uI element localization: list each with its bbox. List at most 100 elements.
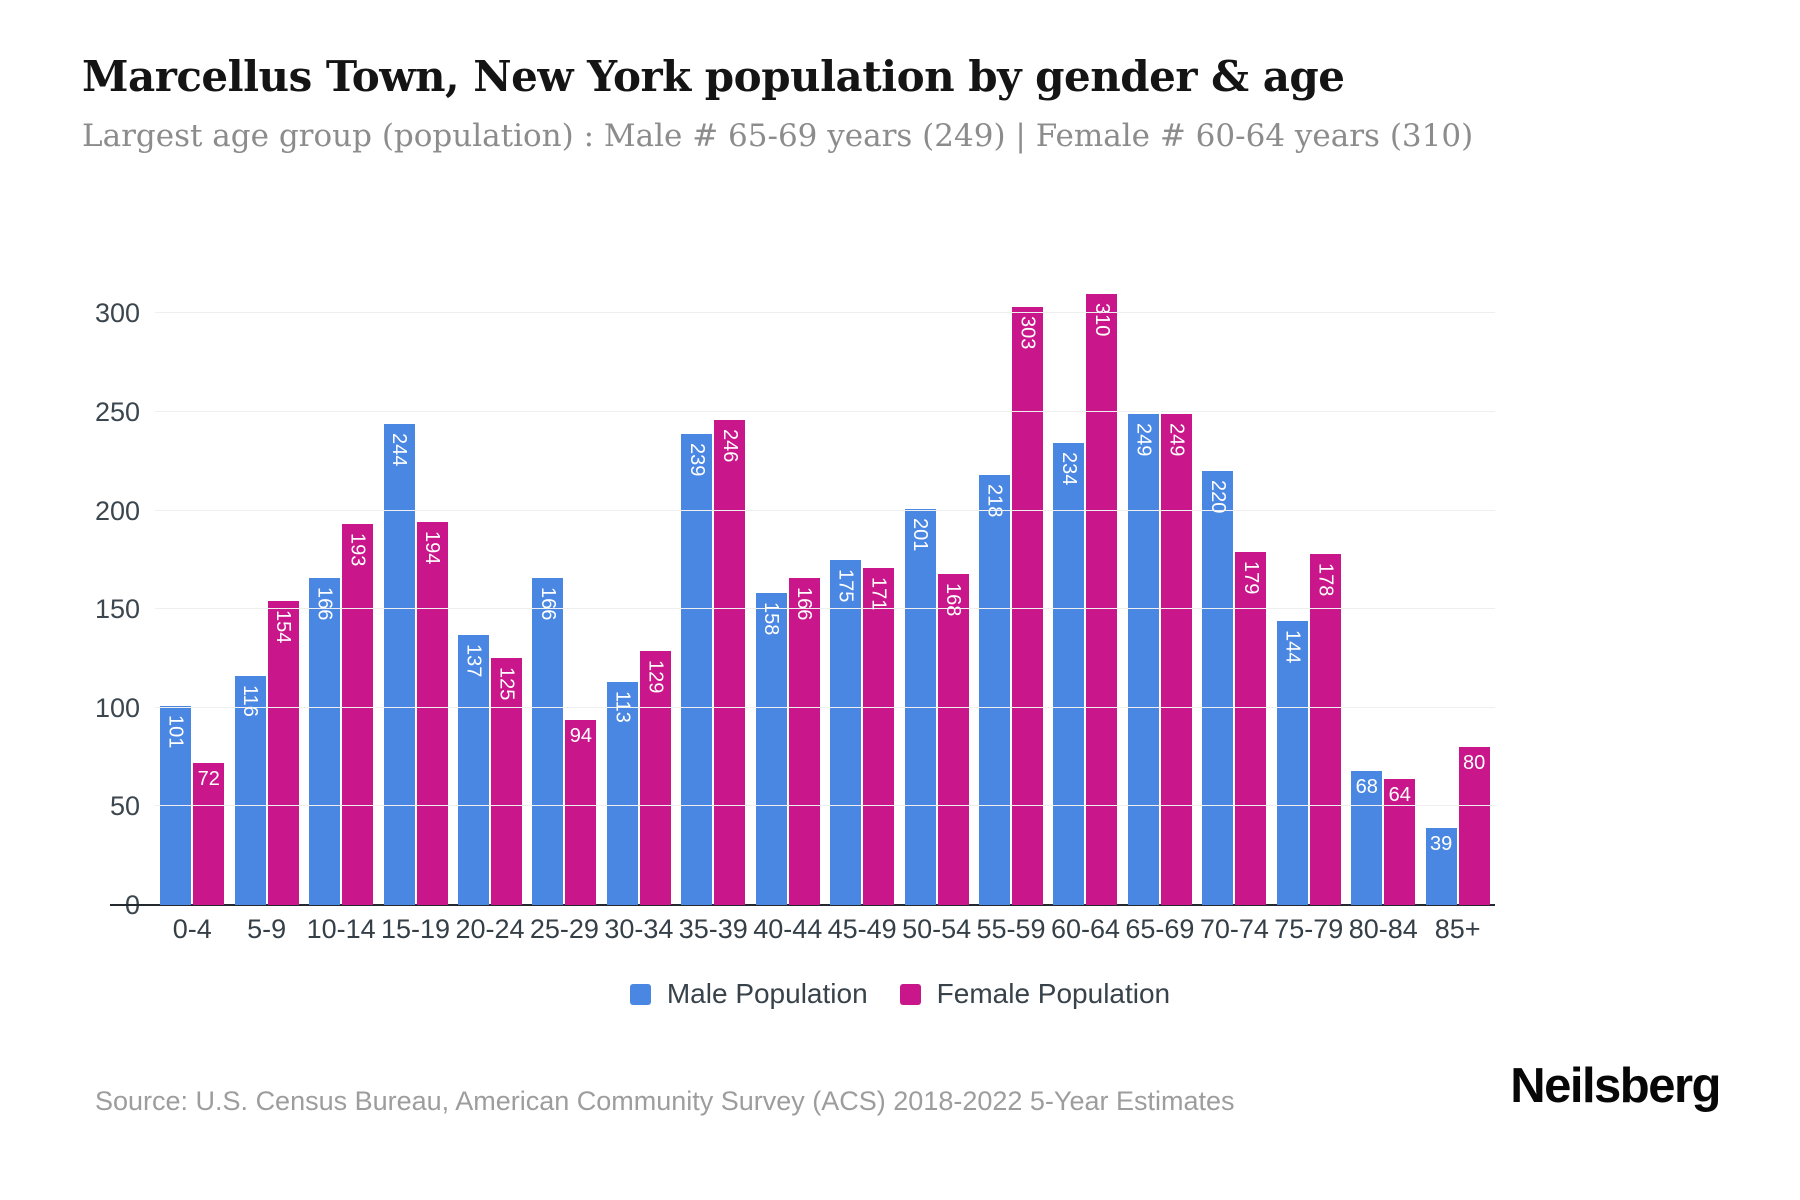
bar-female-30-34[interactable]: 129 (639, 650, 671, 905)
bar-value-label: 64 (1388, 783, 1411, 806)
bar-male-25-29[interactable]: 166 (532, 577, 564, 905)
bar-value-label: 68 (1355, 775, 1378, 798)
bar-value-label: 201 (909, 517, 932, 551)
bar-value-label: 310 (1090, 302, 1113, 336)
bar-value-label: 171 (867, 576, 890, 611)
bar-male-10-14[interactable]: 166 (309, 577, 341, 905)
bar-female-65-69[interactable]: 249 (1160, 413, 1192, 905)
bar-group-55-59: 218 303 (974, 264, 1048, 905)
x-axis-label-0-4: 0-4 (172, 914, 212, 944)
y-axis-labels: 050100150200250300 (0, 264, 140, 920)
gridline-300 (155, 312, 1495, 314)
bar-female-50-54[interactable]: 168 (937, 573, 969, 905)
x-axis-label-65-69: 65-69 (1125, 914, 1195, 944)
bar-female-70-74[interactable]: 179 (1235, 551, 1267, 905)
bar-value-label: 303 (1016, 316, 1039, 350)
bar-female-0-4[interactable]: 72 (193, 763, 225, 905)
bar-value-label: 244 (388, 432, 411, 467)
bar-value-label: 239 (685, 442, 708, 476)
x-axis-label-50-54: 50-54 (902, 914, 972, 944)
bar-male-55-59[interactable]: 218 (979, 475, 1011, 905)
x-axis-label-25-29: 25-29 (529, 914, 599, 944)
x-axis-line (110, 904, 1495, 906)
neilsberg-logo: Neilsberg (1510, 1059, 1721, 1113)
x-axis-label-40-44: 40-44 (753, 914, 823, 944)
legend-label: Male Population (666, 978, 868, 1009)
bar-female-45-49[interactable]: 171 (863, 567, 895, 905)
bar-group-30-34: 113 129 (602, 264, 676, 905)
bar-male-70-74[interactable]: 220 (1202, 471, 1234, 905)
bar-value-label: 101 (164, 714, 187, 749)
bar-group-45-49: 175 171 (825, 264, 899, 905)
bar-female-5-9[interactable]: 154 (267, 601, 299, 905)
gridline-250 (155, 410, 1495, 412)
bar-value-label: 72 (197, 768, 220, 790)
bar-group-20-24: 137 125 (453, 264, 527, 905)
bar-female-35-39[interactable]: 246 (714, 419, 746, 905)
y-axis-label-50: 50 (109, 791, 140, 822)
bar-value-label: 154 (272, 610, 295, 644)
bar-group-75-79: 144 178 (1272, 264, 1346, 905)
gridline-150 (155, 608, 1495, 610)
bar-group-80-84: 68 64 (1346, 264, 1420, 905)
bar-value-label: 220 (1206, 480, 1229, 514)
x-axis-label-30-34: 30-34 (604, 914, 674, 944)
bar-male-20-24[interactable]: 137 (457, 634, 489, 905)
bar-value-label: 144 (1281, 630, 1304, 664)
bar-female-20-24[interactable]: 125 (490, 658, 522, 905)
x-axis-label-80-84: 80-84 (1348, 914, 1418, 944)
bar-value-label: 218 (983, 484, 1006, 518)
bar-female-25-29[interactable]: 94 (565, 719, 597, 905)
bar-group-15-19: 244 194 (378, 264, 452, 905)
bar-group-85+: 39 80 (1420, 264, 1494, 905)
bar-male-80-84[interactable]: 68 (1351, 770, 1383, 905)
bar-value-label: 125 (495, 667, 518, 701)
bar-value-label: 94 (569, 724, 593, 747)
bar-female-75-79[interactable]: 178 (1309, 553, 1341, 905)
bar-value-label: 166 (793, 586, 816, 620)
bar-female-15-19[interactable]: 194 (416, 522, 448, 905)
x-axis-label-70-74: 70-74 (1199, 914, 1269, 944)
x-axis-label-35-39: 35-39 (678, 914, 748, 944)
bar-male-60-64[interactable]: 234 (1053, 443, 1085, 905)
bar-male-75-79[interactable]: 144 (1276, 621, 1308, 905)
legend-swatch-icon (899, 983, 921, 1005)
bar-male-5-9[interactable]: 116 (234, 676, 266, 905)
bar-groups: 101 72 116 154 166 193 244 194 137 125 166 94 113 129… (155, 264, 1495, 905)
legend-label: Female Population (936, 978, 1171, 1009)
bar-value-label: 175 (834, 568, 857, 603)
chart-subtitle: Largest age group (population) : Male # … (82, 118, 1474, 154)
bar-male-15-19[interactable]: 244 (383, 423, 415, 905)
bar-value-label: 249 (1132, 422, 1155, 457)
bar-group-10-14: 166 193 (304, 264, 378, 905)
y-axis-label-300: 300 (94, 298, 140, 329)
bar-value-label: 178 (1314, 562, 1337, 597)
bar-group-5-9: 116 154 (229, 264, 303, 905)
legend-swatch-icon (629, 983, 651, 1005)
bar-value-label: 158 (760, 602, 783, 636)
bar-female-60-64[interactable]: 310 (1086, 293, 1118, 905)
bar-female-10-14[interactable]: 193 (342, 524, 374, 905)
chart-title: Marcellus Town, New York population by g… (82, 52, 1345, 101)
bar-male-30-34[interactable]: 113 (606, 682, 638, 905)
bar-male-85+[interactable]: 39 (1425, 828, 1457, 905)
bar-female-40-44[interactable]: 166 (788, 577, 820, 905)
bar-male-65-69[interactable]: 249 (1127, 413, 1159, 905)
bar-female-85+[interactable]: 80 (1458, 747, 1490, 905)
gridline-200 (155, 509, 1495, 511)
bar-female-80-84[interactable]: 64 (1384, 778, 1416, 905)
bar-female-55-59[interactable]: 303 (1012, 307, 1044, 905)
bar-value-label: 168 (942, 582, 965, 617)
legend-item-male[interactable]: Male Population (629, 978, 868, 1010)
legend-item-female[interactable]: Female Population (899, 978, 1171, 1010)
bar-group-0-4: 101 72 (155, 264, 229, 905)
bar-group-40-44: 158 166 (751, 264, 825, 905)
bar-value-label: 246 (718, 428, 741, 463)
bar-value-label: 166 (536, 586, 559, 620)
bar-male-35-39[interactable]: 239 (681, 433, 713, 905)
bar-male-45-49[interactable]: 175 (830, 559, 862, 905)
source-text: Source: U.S. Census Bureau, American Com… (95, 1086, 1235, 1116)
bar-group-70-74: 220 179 (1197, 264, 1271, 905)
bar-male-40-44[interactable]: 158 (755, 593, 787, 905)
x-axis-label-85+: 85+ (1434, 914, 1481, 944)
